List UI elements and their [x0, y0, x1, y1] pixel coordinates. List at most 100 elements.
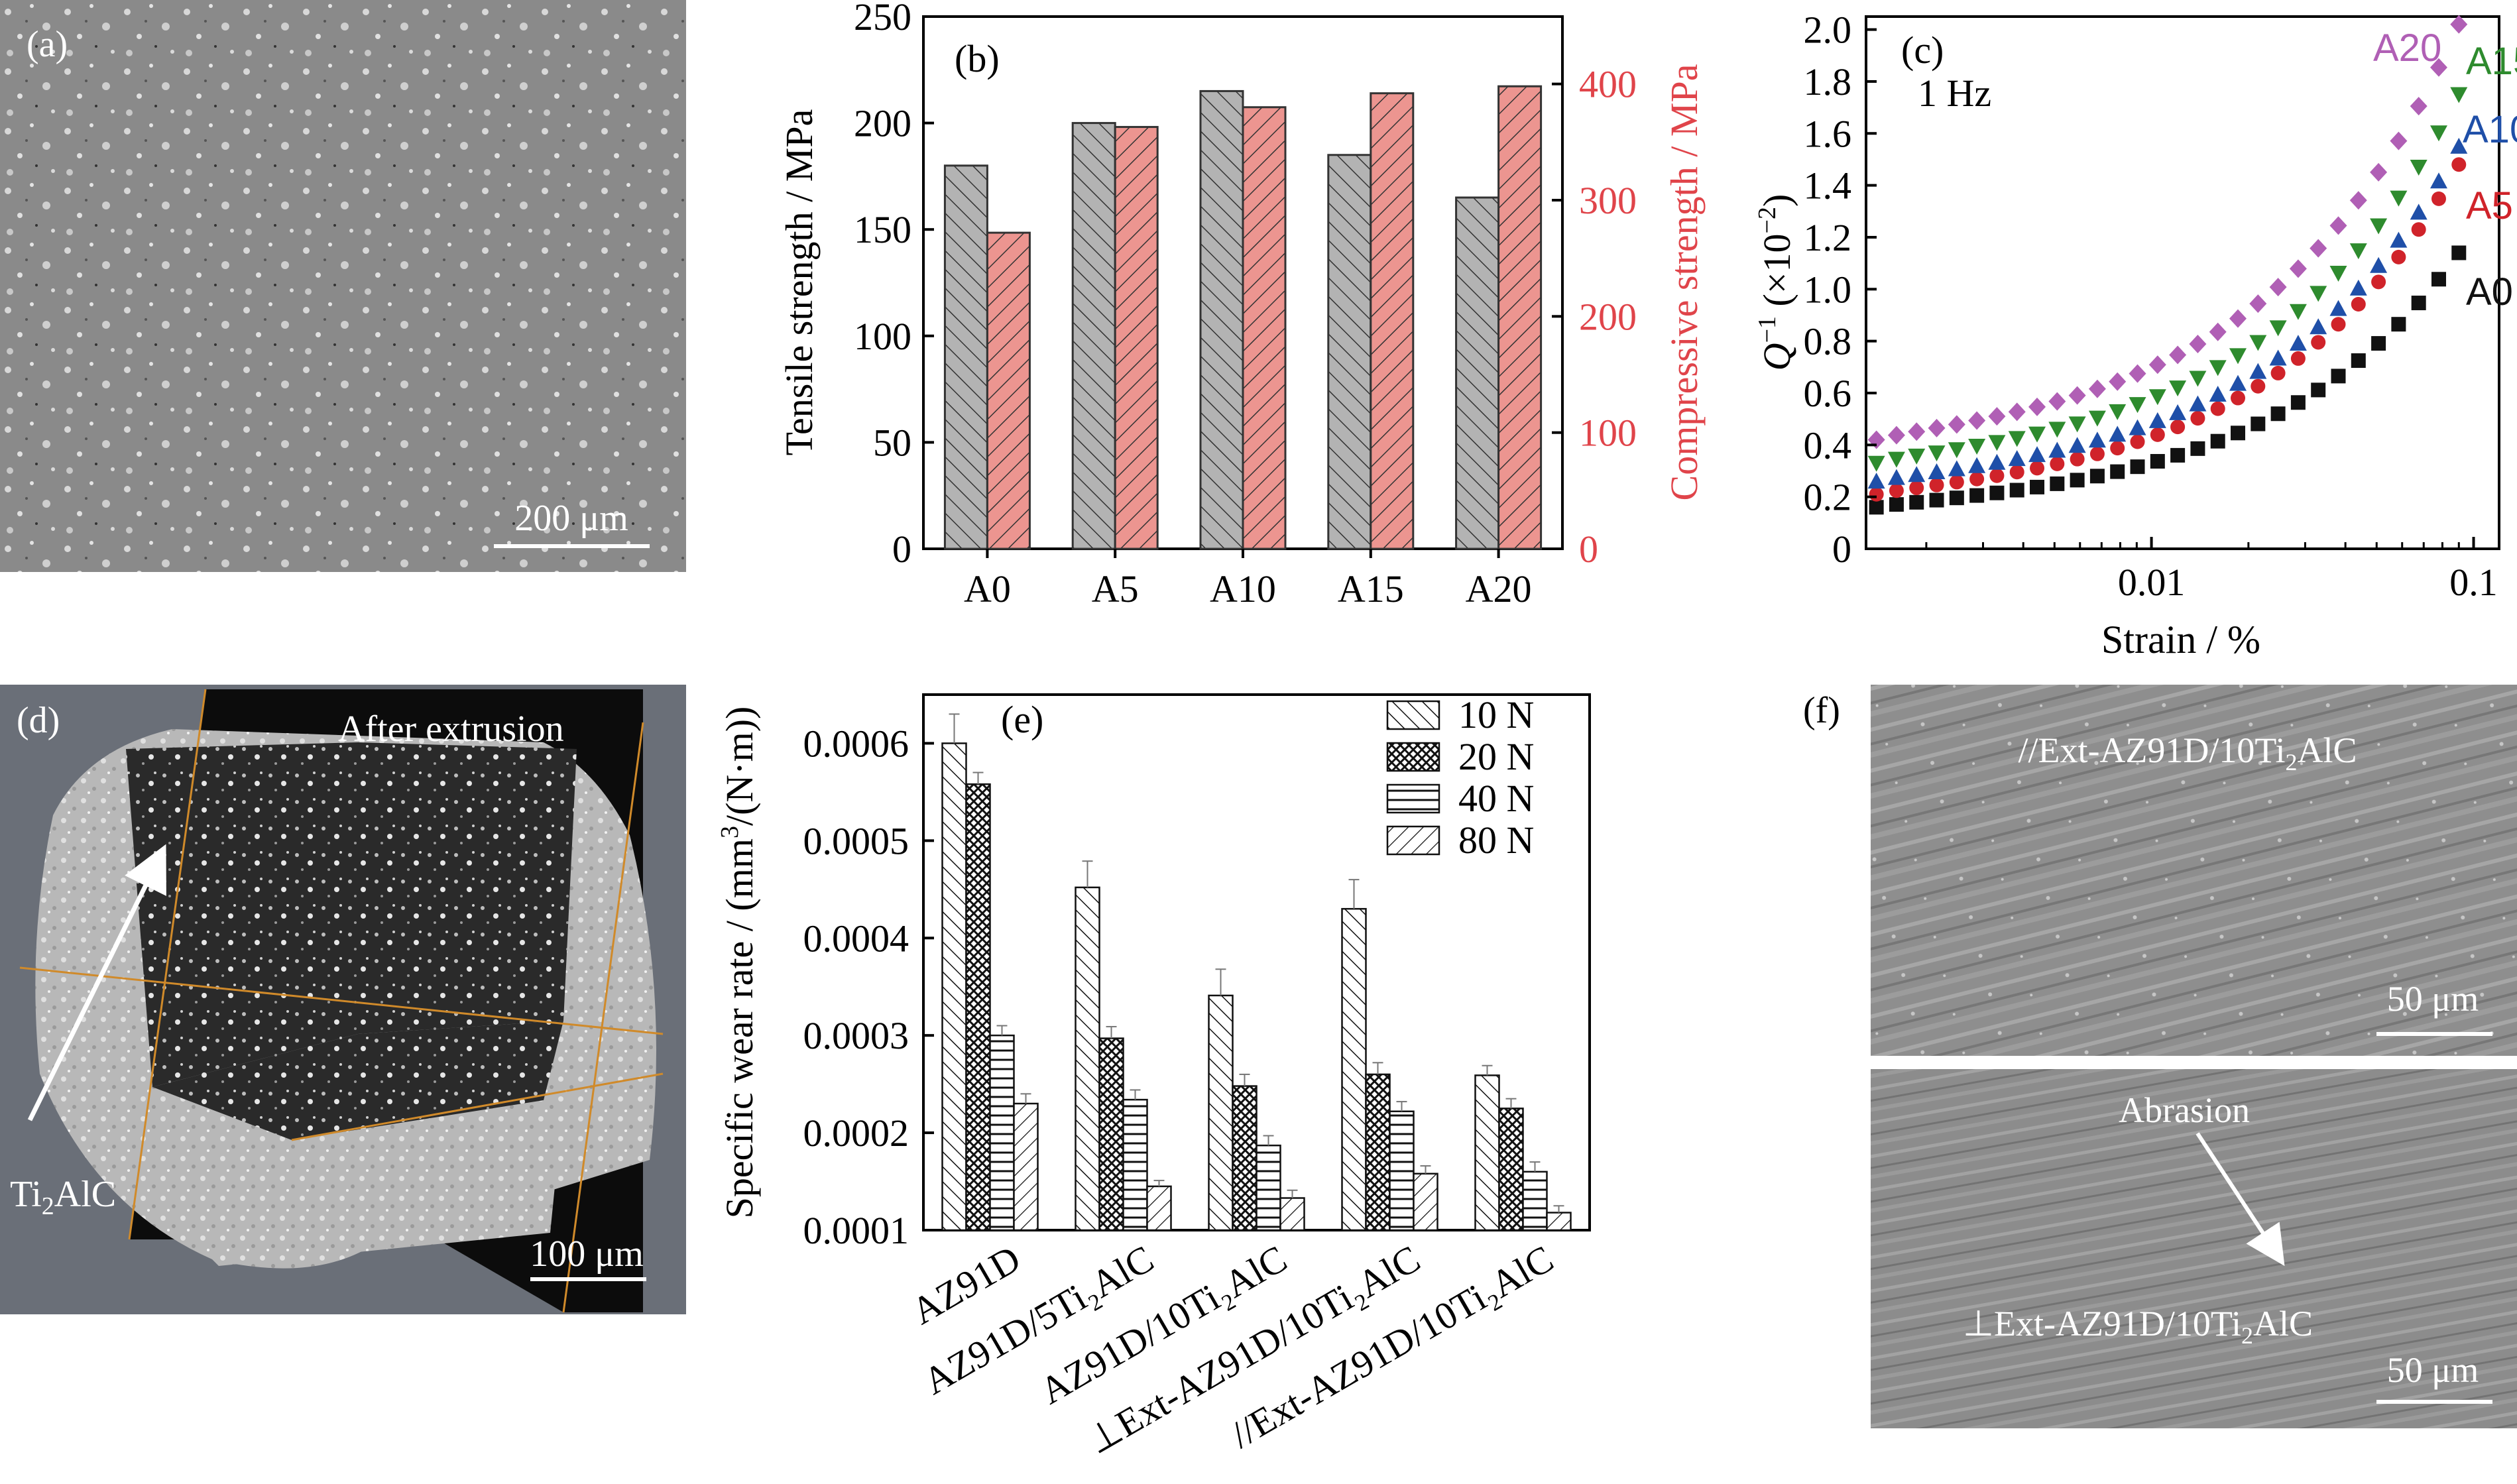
point-a0-26 — [2391, 317, 2406, 332]
point-a5-26 — [2391, 249, 2406, 264]
ct-cut-wall-right — [358, 742, 577, 1034]
point-a10-4 — [1948, 460, 1965, 477]
y-tick-label-1.4: 1.4 — [1804, 164, 1852, 207]
y-right-tick-label-300: 300 — [1579, 179, 1637, 222]
point-a0-23 — [2331, 369, 2346, 384]
ti2alc-arrow — [27, 844, 166, 1121]
y-tick-label-0.4: 0.4 — [1804, 424, 1852, 467]
point-a10-13 — [2129, 419, 2146, 435]
point-a5-13 — [2130, 434, 2145, 449]
point-a0-6 — [1989, 485, 2005, 500]
point-a10-9 — [2048, 441, 2066, 458]
legend-label-1: 20 N — [1458, 735, 1534, 778]
bar-10n-3 — [1341, 907, 1367, 1231]
bar-10n-0 — [941, 742, 967, 1231]
bar-20n-1 — [1098, 1037, 1124, 1231]
point-a15-20 — [2269, 320, 2287, 337]
point-a15-16 — [2189, 371, 2207, 387]
x-axis-label-c: Strain / % — [2101, 618, 2260, 661]
y-right-tick-label-0: 0 — [1579, 528, 1598, 571]
point-a10-14 — [2148, 412, 2166, 428]
point-a20-25 — [2370, 162, 2388, 182]
point-a10-20 — [2269, 349, 2287, 366]
point-a10-10 — [2068, 437, 2086, 453]
point-a15-6 — [1988, 435, 2006, 451]
caption-f-top-sub: 2 — [2286, 749, 2298, 775]
bar-compressive-strength-a0 — [986, 231, 1031, 550]
series-label-a20: A20 — [2373, 27, 2441, 70]
point-a10-29 — [2450, 137, 2468, 154]
panel-label-c: (c) — [1901, 29, 1944, 72]
point-a5-22 — [2311, 335, 2326, 350]
bar-compressive-strength-a20 — [1497, 85, 1543, 550]
point-a10-1 — [1887, 469, 1905, 485]
point-a10-25 — [2370, 257, 2388, 273]
bar-20n-4 — [1498, 1108, 1524, 1231]
plane-edge-3 — [19, 966, 664, 1035]
point-a0-15 — [2170, 447, 2186, 463]
y-label-e-tail: /(N·m)) — [718, 707, 761, 826]
point-a10-28 — [2429, 172, 2447, 189]
point-a15-17 — [2209, 360, 2227, 376]
ti2alc-label-ti: Ti — [10, 1174, 42, 1215]
point-a15-7 — [2008, 431, 2026, 447]
point-a15-22 — [2310, 286, 2327, 302]
bar-20n-0 — [965, 783, 991, 1231]
point-a10-0 — [1867, 473, 1885, 489]
point-a15-26 — [2390, 190, 2408, 207]
point-a20-14 — [2148, 355, 2166, 374]
ct-front-face — [159, 1100, 563, 1266]
y-tick-label-0: 0 — [892, 528, 911, 571]
point-a10-12 — [2109, 426, 2127, 442]
y-label-close: ) — [1755, 194, 1798, 207]
y-axis-right-label-b: Compressive strength / MPa — [1663, 64, 1706, 501]
scale-bar-label-a: 200 μm — [514, 498, 628, 539]
series-label-a5: A5 — [2466, 184, 2513, 227]
point-a0-3 — [1929, 492, 1944, 508]
point-a15-4 — [1948, 442, 1965, 459]
bar-10n-1 — [1075, 886, 1100, 1231]
point-a5-3 — [1929, 477, 1944, 492]
point-a10-7 — [2008, 450, 2026, 467]
point-a15-14 — [2148, 389, 2166, 406]
bar-40n-0 — [989, 1034, 1015, 1231]
point-a5-18 — [2231, 390, 2246, 406]
point-a15-9 — [2048, 422, 2066, 438]
point-a5-0 — [1869, 486, 1884, 502]
point-a0-11 — [2089, 469, 2105, 484]
abrasion-label: Abrasion — [2119, 1090, 2250, 1130]
panel-b-chart: A0 A5 A10 A15 A20 0 50 100 150 200 250 0 100 200 300 40… — [778, 0, 1706, 610]
y-label-q-sup: −1 — [1753, 316, 1781, 343]
point-a5-11 — [2089, 446, 2105, 461]
x-tick-label-a15: A15 — [1338, 567, 1404, 610]
point-a10-5 — [1968, 457, 1986, 473]
bar-40n-1 — [1122, 1098, 1148, 1231]
point-a5-2 — [1909, 481, 1924, 496]
point-a0-0 — [1869, 500, 1884, 515]
bar-40n-3 — [1389, 1110, 1415, 1231]
point-a15-25 — [2370, 218, 2388, 235]
point-a20-8 — [2028, 397, 2046, 416]
caption-f-bottom-post: AlC — [2253, 1304, 2313, 1343]
bar-80n-3 — [1413, 1172, 1438, 1231]
series-label-a10: A10 — [2463, 108, 2517, 151]
point-a5-23 — [2331, 317, 2346, 332]
point-a10-8 — [2028, 446, 2046, 463]
point-a15-28 — [2429, 125, 2447, 142]
caption-f-bottom: ⊥Ext-AZ91D/10Ti2AlC — [1963, 1304, 2313, 1349]
bar-tensile-strength-a5 — [1071, 122, 1116, 550]
point-a15-29 — [2450, 87, 2468, 103]
y-tick-label-0.6: 0.6 — [1804, 372, 1852, 415]
sem-image-f-bottom — [1871, 1069, 2517, 1428]
y-tick-label-0.0004: 0.0004 — [803, 917, 909, 960]
point-a10-6 — [1988, 453, 2006, 470]
point-a15-2 — [1908, 448, 1926, 465]
point-a15-3 — [1928, 445, 1946, 462]
y-tick-label-1.8: 1.8 — [1804, 60, 1852, 103]
legend-swatch-3 — [1386, 825, 1440, 856]
y-label-tail: (×10 — [1755, 233, 1798, 316]
point-a20-24 — [2349, 191, 2367, 210]
y-tick-label-0.0001: 0.0001 — [803, 1209, 909, 1252]
point-a20-7 — [2008, 402, 2026, 422]
point-a20-3 — [1928, 418, 1946, 437]
